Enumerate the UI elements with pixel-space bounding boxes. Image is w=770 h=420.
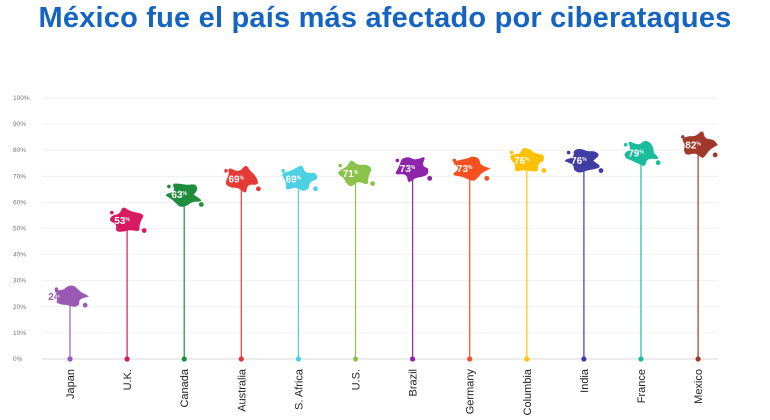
country-shape-brazil	[395, 157, 429, 182]
base-dot	[695, 356, 701, 362]
country-island	[54, 287, 59, 291]
country-shape-australia	[225, 165, 258, 193]
country-island	[541, 168, 547, 173]
y-tick-label: 70%	[13, 173, 26, 180]
y-tick-label: 90%	[13, 121, 26, 128]
country-island	[338, 163, 343, 168]
country-island	[598, 168, 604, 173]
value-label: 69%	[229, 174, 245, 185]
value-label: 53%	[114, 216, 130, 227]
country-island	[256, 186, 261, 192]
country-island	[141, 228, 147, 233]
base-dot	[638, 356, 644, 362]
base-dot	[524, 356, 530, 362]
category-label: Germany	[465, 369, 477, 415]
value-label: 73%	[400, 164, 416, 175]
marker-layer	[54, 131, 718, 308]
country-shape-japan	[54, 285, 90, 307]
base-dot	[581, 356, 587, 362]
country-island	[110, 210, 114, 215]
country-shape-us	[338, 160, 372, 187]
value-label: 71%	[343, 169, 359, 180]
value-label: 63%	[171, 190, 187, 201]
country-shape-canada	[165, 183, 202, 207]
category-label: S. Africa	[293, 368, 305, 410]
category-label: Mexico	[693, 369, 705, 404]
country-island	[224, 169, 228, 173]
value-label: 82%	[685, 140, 701, 151]
country-island	[681, 135, 685, 139]
base-dot	[295, 356, 301, 362]
label-layer: 24% Japan 53% U.K. 63% Canada 69% Australia 69% S…	[48, 140, 705, 415]
y-tick-label: 20%	[13, 304, 26, 311]
grid-layer: 0% 10% 20% 30% 40% 50% 60% 70% 80% 90% 100%	[13, 95, 718, 363]
stem-layer	[67, 144, 701, 362]
category-label: India	[579, 368, 591, 393]
country-island	[198, 202, 204, 207]
country-island	[452, 158, 457, 163]
base-dot	[124, 356, 130, 362]
country-shape-france	[624, 140, 659, 166]
country-shape-india	[564, 148, 600, 173]
country-island	[427, 175, 433, 181]
country-island	[655, 160, 661, 166]
y-tick-label: 40%	[13, 252, 26, 259]
value-label: 76%	[571, 156, 587, 167]
y-tick-label: 30%	[13, 278, 26, 285]
y-tick-label: 80%	[13, 147, 26, 154]
value-label: 79%	[628, 148, 644, 159]
category-label: U.K.	[122, 369, 134, 390]
country-shape-columbia	[510, 148, 544, 172]
base-dot	[181, 356, 187, 362]
country-shape-safrica	[282, 165, 318, 191]
base-dot	[238, 356, 244, 362]
base-dot	[352, 356, 359, 362]
country-shape-mexico	[682, 131, 718, 158]
country-island	[484, 175, 490, 181]
country-island	[509, 150, 514, 155]
category-label: Brazil	[408, 369, 420, 397]
country-island	[281, 169, 285, 173]
category-label: France	[636, 369, 648, 403]
value-label: 24%	[48, 292, 64, 303]
category-label: Japan	[65, 369, 77, 399]
value-label: 69%	[286, 174, 302, 185]
base-dot	[467, 356, 473, 362]
y-tick-label: 50%	[13, 226, 26, 233]
value-label: 73%	[457, 164, 473, 175]
country-island	[313, 186, 318, 192]
country-island	[82, 302, 88, 308]
country-island	[395, 158, 400, 163]
base-dot	[67, 356, 73, 362]
y-tick-label: 60%	[13, 199, 26, 206]
country-shape-germany	[453, 156, 491, 181]
category-label: Columbia	[522, 368, 534, 415]
category-label: U.S.	[351, 369, 363, 390]
country-island	[566, 150, 571, 155]
base-dot	[410, 356, 416, 362]
country-island	[370, 181, 375, 186]
country-island	[623, 142, 628, 147]
y-tick-label: 100%	[13, 95, 30, 102]
y-tick-label: 0%	[13, 356, 23, 363]
country-island	[167, 184, 171, 189]
country-shape-uk	[109, 207, 144, 232]
y-tick-label: 10%	[13, 330, 26, 337]
category-label: Canada	[179, 368, 191, 407]
chart-title: México fue el país más afectado por cibe…	[38, 2, 732, 34]
value-label: 76%	[514, 156, 530, 167]
category-label: Australia	[236, 368, 248, 412]
country-island	[712, 152, 718, 158]
